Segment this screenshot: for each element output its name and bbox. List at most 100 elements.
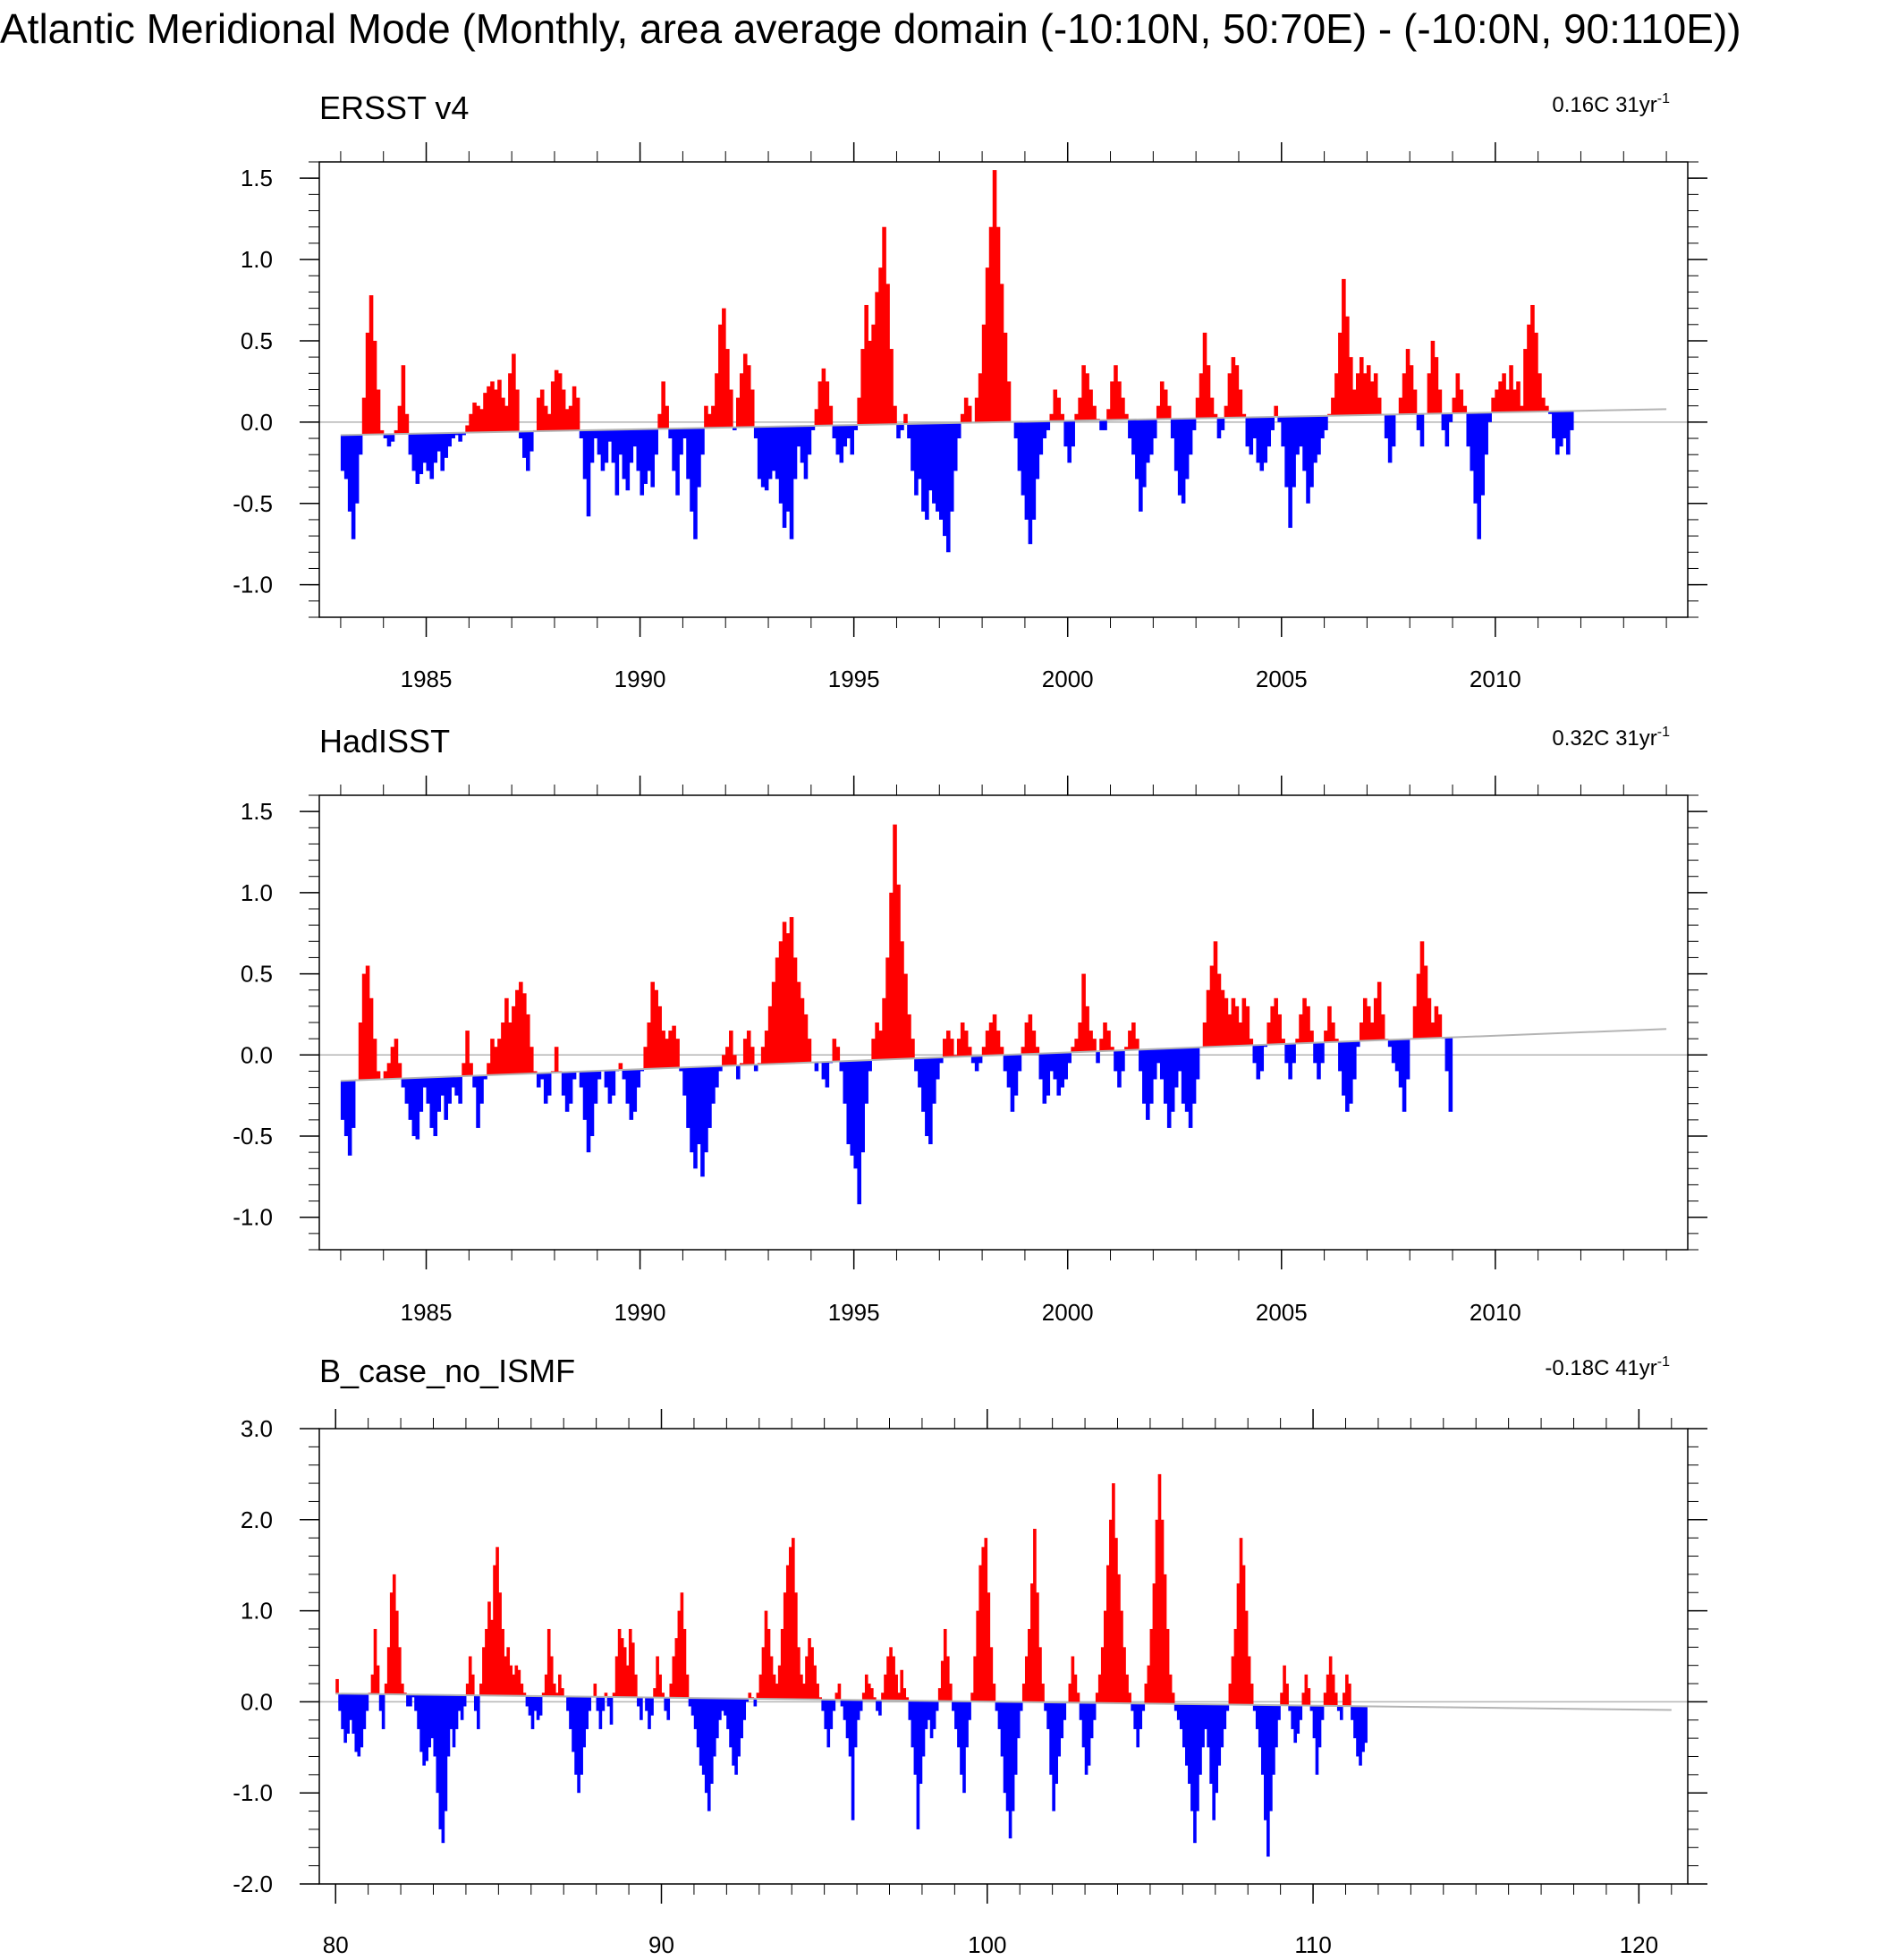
chart-panel: HadISST 0.32C 31yr-1 -1.0 -0.5 0.0 0.5 1.0 1.5 1… <box>233 723 1707 1326</box>
positive-anomaly-bar <box>1213 941 1218 1048</box>
positive-anomaly-bar <box>661 1693 665 1698</box>
negative-anomaly-bar <box>519 431 523 439</box>
positive-anomaly-bar <box>519 981 523 1074</box>
negative-anomaly-bar <box>1063 1052 1068 1080</box>
positive-anomaly-bar <box>1402 373 1407 415</box>
negative-anomaly-bar <box>430 1694 435 1739</box>
negative-anomaly-bar <box>721 1698 724 1711</box>
positive-anomaly-bar <box>707 413 712 428</box>
negative-anomaly-bar <box>1320 415 1325 439</box>
negative-anomaly-bar <box>529 431 534 452</box>
positive-anomaly-bar <box>517 1669 521 1696</box>
positive-anomaly-bar <box>974 397 979 423</box>
x-tick-label: 110 <box>1294 1931 1331 1958</box>
negative-anomaly-bar <box>1177 1048 1182 1072</box>
positive-anomaly-bar <box>1110 1047 1114 1051</box>
negative-anomaly-bar <box>913 1701 918 1775</box>
positive-anomaly-bar <box>943 1039 947 1057</box>
positive-anomaly-bar <box>1114 365 1118 420</box>
negative-anomaly-bar <box>1225 1704 1230 1711</box>
negative-anomaly-bar <box>718 1698 722 1720</box>
negative-anomaly-bar <box>829 1700 834 1729</box>
positive-anomaly-bar <box>593 1684 597 1697</box>
negative-anomaly-bar <box>1024 421 1029 520</box>
negative-anomaly-bar <box>438 1694 443 1829</box>
positive-anomaly-bar <box>767 1005 773 1065</box>
positive-anomaly-bar <box>1241 413 1247 418</box>
negative-anomaly-bar <box>597 429 602 455</box>
negative-anomaly-bar <box>1277 1705 1281 1720</box>
negative-anomaly-bar <box>851 1700 855 1820</box>
negative-anomaly-bar <box>1199 1704 1202 1775</box>
positive-anomaly-bar <box>797 1647 800 1700</box>
positive-anomaly-bar <box>981 1047 987 1056</box>
negative-anomaly-bar <box>1207 1704 1210 1748</box>
negative-anomaly-bar <box>422 1694 426 1766</box>
positive-anomaly-bar <box>620 1638 624 1698</box>
negative-anomaly-bar <box>530 1695 535 1729</box>
negative-anomaly-bar <box>1387 414 1393 463</box>
negative-anomaly-bar <box>343 1081 349 1136</box>
x-tick-label: 1990 <box>614 1299 666 1326</box>
negative-anomaly-bar <box>1309 416 1314 488</box>
positive-anomaly-bar <box>558 1674 562 1697</box>
positive-anomaly-bar <box>893 824 897 1060</box>
negative-anomaly-bar <box>1402 1039 1407 1112</box>
positive-anomaly-bar <box>1160 1519 1165 1704</box>
negative-anomaly-bar <box>381 1693 385 1729</box>
positive-anomaly-bar <box>509 1665 513 1696</box>
positive-anomaly-bar <box>685 1674 690 1699</box>
trend-label-value: 0.16C 31yr <box>1552 93 1656 117</box>
positive-anomaly-bar <box>462 1063 466 1077</box>
positive-anomaly-bar <box>775 1684 779 1700</box>
positive-anomaly-bar <box>1021 1684 1026 1702</box>
negative-anomaly-bar <box>878 1700 882 1716</box>
positive-anomaly-bar <box>1491 397 1495 413</box>
positive-anomaly-bar <box>394 1610 399 1695</box>
negative-anomaly-bar <box>1071 420 1075 447</box>
positive-anomaly-bar <box>1398 397 1403 415</box>
positive-anomaly-bar <box>1352 389 1357 416</box>
positive-anomaly-bar <box>729 1031 733 1066</box>
positive-anomaly-bar <box>861 1693 866 1701</box>
positive-anomaly-bar <box>1270 1005 1275 1045</box>
positive-anomaly-bar <box>1128 1693 1131 1704</box>
negative-anomaly-bar <box>579 430 584 439</box>
positive-anomaly-bar <box>568 405 573 431</box>
negative-anomaly-bar <box>1361 1706 1365 1752</box>
positive-anomaly-bar <box>1285 1684 1289 1706</box>
negative-anomaly-bar <box>593 429 598 439</box>
positive-anomaly-bar <box>365 965 370 1081</box>
y-tick-label: 0.0 <box>241 1688 273 1715</box>
positive-anomaly-bar <box>512 1005 516 1074</box>
positive-anomaly-bar <box>882 226 886 425</box>
negative-anomaly-bar <box>343 435 349 479</box>
negative-anomaly-bar <box>640 428 645 496</box>
negative-anomaly-bar <box>936 423 940 512</box>
positive-anomaly-bar <box>1060 413 1065 421</box>
positive-anomaly-bar <box>767 1628 771 1700</box>
negative-anomaly-bar <box>640 1069 645 1072</box>
negative-anomaly-bar <box>1046 1053 1051 1096</box>
negative-anomaly-bar <box>928 423 933 491</box>
negative-anomaly-bar <box>636 1069 641 1088</box>
negative-anomaly-bar <box>919 1701 923 1785</box>
positive-anomaly-bar <box>1434 357 1439 414</box>
positive-anomaly-bar <box>718 324 723 428</box>
negative-anomaly-bar <box>1480 412 1485 496</box>
negative-anomaly-bar <box>978 1056 983 1064</box>
negative-anomaly-bar <box>447 1076 452 1104</box>
negative-anomaly-bar <box>707 1698 711 1812</box>
negative-anomaly-bar <box>343 1693 347 1744</box>
positive-anomaly-bar <box>1430 340 1436 414</box>
negative-anomaly-bar <box>1444 413 1450 447</box>
negative-anomaly-bar <box>1405 1039 1410 1080</box>
positive-anomaly-bar <box>886 1656 890 1701</box>
negative-anomaly-bar <box>408 1078 413 1120</box>
negative-anomaly-bar <box>1005 1701 1010 1812</box>
negative-anomaly-bar <box>853 425 859 430</box>
y-tick-label: -1.0 <box>233 1204 273 1231</box>
negative-anomaly-bar <box>378 1693 383 1711</box>
positive-anomaly-bar <box>386 1647 391 1694</box>
negative-anomaly-bar <box>690 428 694 512</box>
